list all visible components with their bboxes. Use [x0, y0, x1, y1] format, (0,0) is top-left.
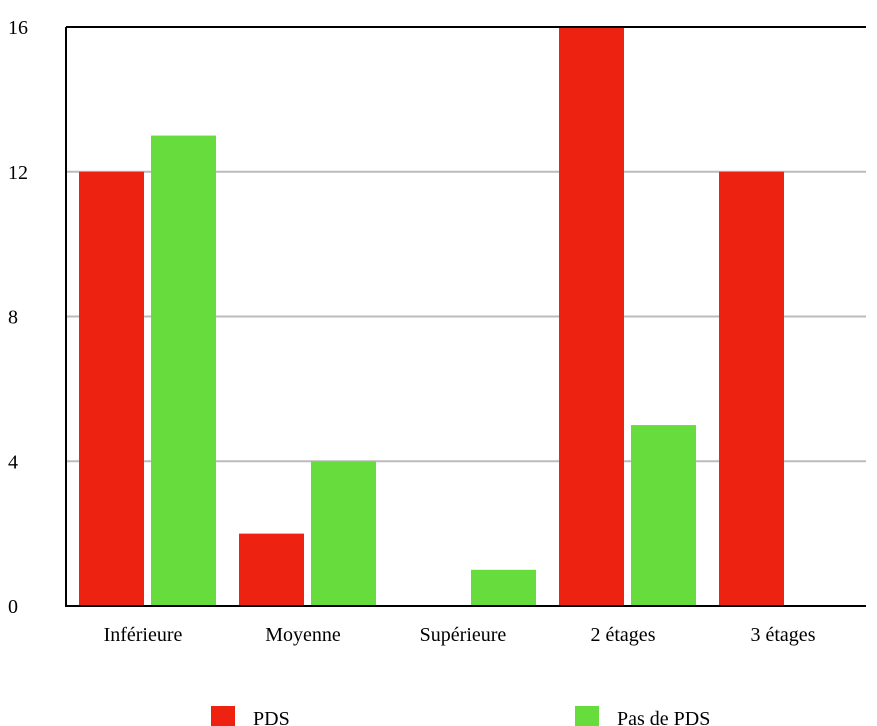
bar-pas-de-pds-3	[631, 425, 696, 606]
x-category-label: Moyenne	[265, 624, 341, 646]
x-category-label: Inférieure	[104, 624, 183, 646]
bars	[79, 27, 784, 606]
legend-item: PDS	[211, 706, 290, 726]
legend: PDS Pas de PDS	[211, 706, 710, 726]
x-category-labels: Inférieure Moyenne Supérieure 2 étages 3 éta…	[104, 624, 816, 646]
y-tick-label: 8	[8, 307, 18, 329]
legend-label: Pas de PDS	[617, 708, 710, 726]
bar-pas-de-pds-0	[151, 135, 216, 606]
legend-swatch	[211, 706, 235, 726]
bar-pds-4	[719, 171, 784, 606]
bar-pas-de-pds-2	[471, 569, 536, 606]
y-tick-label: 12	[8, 162, 28, 184]
legend-item: Pas de PDS	[575, 706, 710, 726]
legend-label: PDS	[253, 708, 290, 726]
bar-pas-de-pds-1	[311, 461, 376, 606]
y-tick-label: 0	[8, 596, 18, 618]
x-category-label: Supérieure	[420, 624, 507, 646]
x-category-label: 3 étages	[751, 624, 816, 646]
y-tick-label: 16	[8, 17, 28, 39]
bar-pds-1	[239, 533, 304, 606]
y-tick-label: 4	[8, 451, 18, 473]
legend-swatch	[575, 706, 599, 726]
axes	[65, 26, 866, 607]
y-tick-labels: 0 4 8 12 16	[8, 17, 28, 618]
bar-pds-0	[79, 171, 144, 606]
bar-pds-3	[559, 27, 624, 606]
x-category-label: 2 étages	[591, 624, 656, 646]
